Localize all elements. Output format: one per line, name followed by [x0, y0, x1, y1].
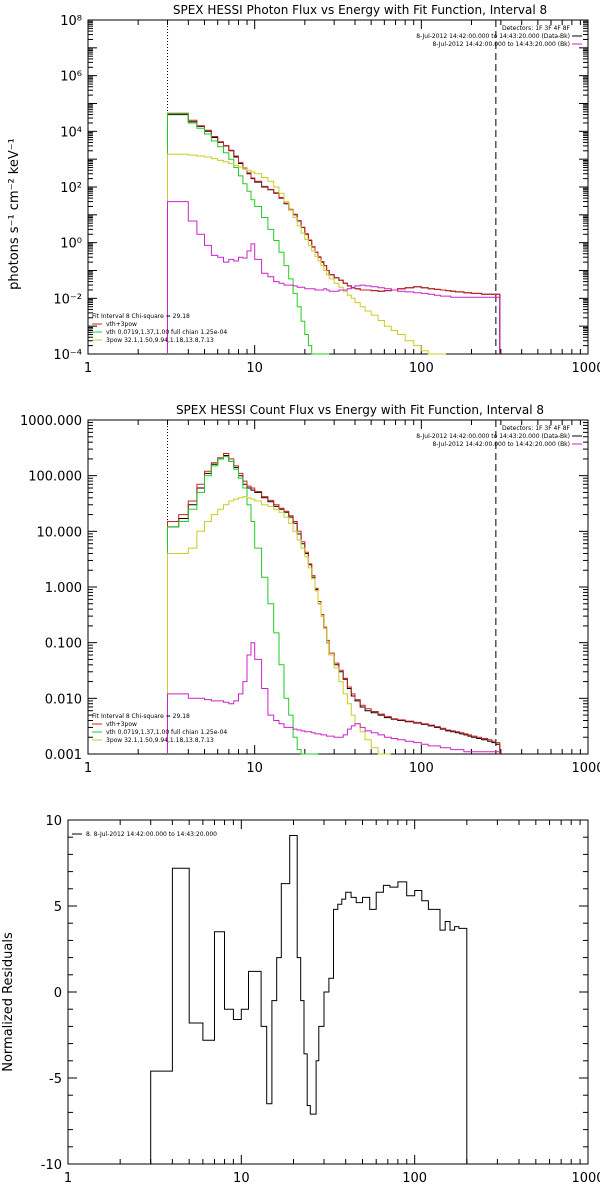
count-flux-legend-bottom-left: Fit Interval 8 Chi-square = 29.18vth+3po…	[92, 713, 227, 744]
residuals-ytick-label: 5	[54, 900, 62, 915]
count-flux-xtick-label: 10	[246, 761, 263, 776]
count-flux-panel: SPEX HESSI Count Flux vs Energy with Fit…	[20, 403, 600, 776]
count-flux-legend-top-right: Detectors: 1F 3F 4F 8F8-Jul-2012 14:42:0…	[416, 425, 582, 448]
photon-flux-ytick-label: 10⁸	[60, 14, 82, 29]
count-flux-legend-entry: vth+3pow	[106, 721, 137, 728]
residuals-ytick-label: -10	[41, 1158, 62, 1173]
residuals-series	[150, 835, 497, 1165]
residuals-ytick-label: 10	[45, 814, 62, 829]
count-flux-legend-entry: Fit Interval 8 Chi-square = 29.18	[92, 713, 190, 720]
count-flux-legend-entry: vth 0.0719,1.37,1.00 full chian 1.25e-04	[106, 729, 227, 736]
count-flux-ytick-label: 0.100	[45, 637, 82, 652]
count-flux-series-2	[167, 456, 319, 755]
count-flux-series	[167, 453, 501, 755]
residuals-legend-entry: 8. 8-Jul-2012 14:42:00.000 to 14:43:20.0…	[86, 831, 217, 838]
photon-flux-legend-entry: Detectors: 1F 3F 4F 8F	[502, 25, 571, 32]
photon-flux-panel: SPEX HESSI Photon Flux vs Energy with Fi…	[7, 3, 600, 376]
photon-flux-plot-frame	[87, 19, 589, 355]
photon-flux-series-0	[167, 114, 501, 354]
count-flux-ytick-label: 1.000	[45, 581, 82, 596]
count-flux-series-4	[167, 642, 501, 754]
count-flux-series-0	[167, 455, 501, 754]
count-flux-legend-entry: 8-Jul-2012 14:42:00.000 to 14:43:20.000 …	[416, 433, 570, 440]
count-flux-ytick-label: 1000.000	[20, 414, 82, 429]
residuals-xtick-label: 100	[402, 1171, 427, 1186]
residuals-legend-top-left: 8. 8-Jul-2012 14:42:00.000 to 14:43:20.0…	[72, 831, 217, 838]
photon-flux-legend-entry: 8-Jul-2012 14:42:00.000 to 14:43:20.000 …	[416, 33, 570, 40]
residuals-xtick-label: 1000	[571, 1171, 600, 1186]
count-flux-legend-entry: 3pow 32.1,1.50,9.94,1.18,13.8,7.13	[106, 737, 214, 744]
photon-flux-legend-entry: 3pow 32.1,1.50,9.94,1.18,13.8,7.13	[106, 337, 214, 344]
photon-flux-legend-entry: 8-Jul-2012 14:42:00.000 to 14:43:20.000 …	[432, 41, 570, 48]
photon-flux-legend-entry: vth 0.0719,1.37,1.00 full chian 1.25e-04	[106, 329, 227, 336]
count-flux-ticks: 1 10 100 1000 0.001 0.010 0.100 1.000 10.000 100.…	[20, 414, 600, 776]
count-flux-series-3	[167, 496, 391, 755]
photon-flux-ytick-label: 10²	[60, 181, 82, 196]
count-flux-plot-frame	[87, 419, 589, 755]
residuals-ytick-label: -5	[49, 1072, 62, 1087]
photon-flux-series-1	[167, 112, 501, 354]
count-flux-xtick-label: 1	[84, 761, 92, 776]
photon-flux-xtick-label: 100	[409, 361, 434, 376]
count-flux-ytick-label: 100.000	[28, 470, 82, 485]
photon-flux-ytick-label: 10⁻²	[53, 292, 82, 307]
photon-flux-ytick-label: 10⁰	[60, 237, 82, 252]
photon-flux-xtick-label: 1	[84, 361, 92, 376]
photon-flux-series-2	[167, 113, 330, 355]
photon-flux-title: SPEX HESSI Photon Flux vs Energy with Fi…	[173, 3, 547, 17]
photon-flux-xtick-label: 1000	[571, 361, 600, 376]
residuals-series-0	[150, 835, 497, 1165]
photon-flux-series-3	[167, 153, 447, 355]
count-flux-legend-entry: 8-Jul-2012 14:42:00.000 to 14:42:20.000 …	[432, 441, 570, 448]
photon-flux-reference-lines	[167, 20, 497, 354]
count-flux-xtick-label: 100	[409, 761, 434, 776]
residuals-xtick-label: 1	[64, 1171, 72, 1186]
count-flux-ytick-label: 10.000	[37, 525, 83, 540]
photon-flux-ytick-label: 10⁶	[60, 70, 82, 85]
count-flux-legend-entry: Detectors: 1F 3F 4F 8F	[502, 425, 571, 432]
photon-flux-legend-entry: vth+3pow	[106, 321, 137, 328]
photon-flux-legend-top-right: Detectors: 1F 3F 4F 8F8-Jul-2012 14:42:0…	[416, 25, 582, 48]
residuals-ticks: 1 10 100 1000 -10 -5 0 5 10	[41, 814, 600, 1186]
count-flux-title: SPEX HESSI Count Flux vs Energy with Fit…	[176, 403, 544, 417]
photon-flux-ytick-label: 10⁻⁴	[53, 348, 82, 363]
residuals-xtick-label: 10	[233, 1171, 250, 1186]
count-flux-reference-lines	[167, 420, 497, 754]
photon-flux-series	[167, 112, 501, 355]
residuals-panel: Normalized Residuals 1 10 100 1000 -10 -5 0 5 10…	[1, 814, 600, 1186]
photon-flux-series-4	[167, 201, 501, 354]
photon-flux-legend-bottom-left: Fit Interval 8 Chi-square = 29.18vth+3po…	[92, 313, 227, 344]
photon-flux-ylabel: photons s⁻¹ cm⁻² keV⁻¹	[7, 138, 22, 290]
photon-flux-ytick-label: 10⁴	[60, 125, 82, 140]
photon-flux-legend-entry: Fit Interval 8 Chi-square = 29.18	[92, 313, 190, 320]
count-flux-series-1	[167, 453, 501, 754]
count-flux-xtick-label: 1000	[571, 761, 600, 776]
residuals-ytick-label: 0	[54, 986, 62, 1001]
count-flux-ytick-label: 0.010	[45, 692, 82, 707]
photon-flux-xtick-label: 10	[246, 361, 263, 376]
photon-flux-ticks: 1 10 100 1000 10⁻⁴ 10⁻² 10⁰ 10² 10⁴ 10⁶ 10⁸	[53, 14, 600, 376]
count-flux-ytick-label: 0.001	[45, 748, 82, 763]
residuals-ylabel: Normalized Residuals	[1, 932, 16, 1072]
